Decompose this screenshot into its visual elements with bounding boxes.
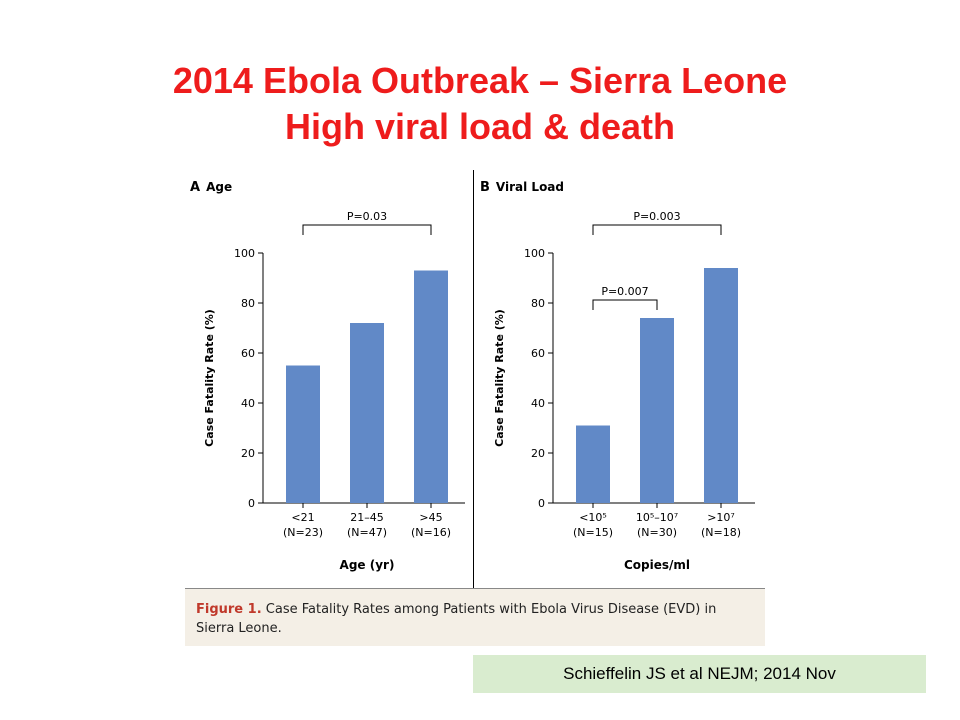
x-tick-label: <10⁵ — [579, 511, 607, 524]
x-tick-n-label: (N=18) — [701, 526, 741, 539]
x-tick-label: >45 — [419, 511, 442, 524]
age-chart: 0 20 40 60 80 100 Case Fatality Rate (%) <21 (N=… — [203, 210, 465, 572]
x-axis-label: Age (yr) — [340, 558, 395, 572]
panel-letter: A — [190, 180, 201, 195]
y-tick-label: 20 — [531, 447, 545, 460]
y-tick-label: 80 — [241, 297, 255, 310]
figure-caption: Figure 1. Case Fatality Rates among Pati… — [196, 600, 756, 638]
y-axis-label: Case Fatality Rate (%) — [203, 309, 216, 447]
y-tick-label: 80 — [531, 297, 545, 310]
x-tick-n-label: (N=23) — [283, 526, 323, 539]
bar — [286, 365, 320, 503]
panel-age: 0 20 40 60 80 100 Case Fatality Rate (%) <21 (N=… — [185, 170, 465, 588]
significance-bracket — [592, 224, 722, 235]
p-value-label: P=0.007 — [601, 285, 648, 298]
panel-label-b: B Viral Load — [480, 180, 564, 195]
p-value-label: P=0.03 — [347, 210, 387, 223]
viral-load-chart: 0 20 40 60 80 100 Case Fatality Rate (%) <10⁵ (N… — [493, 210, 755, 572]
y-tick-label: 60 — [241, 347, 255, 360]
panel-title: Viral Load — [495, 180, 564, 194]
slide-title-line2: High viral load & death — [284, 106, 676, 147]
figure-caption-label: Figure 1. — [196, 602, 262, 617]
citation: Schieffelin JS et al NEJM; 2014 Nov — [473, 655, 926, 693]
y-tick-label: 60 — [531, 347, 545, 360]
panel-title: Age — [206, 180, 233, 194]
y-tick-label: 0 — [248, 497, 255, 510]
panel-divider — [473, 170, 474, 588]
bar — [640, 318, 674, 503]
bar — [414, 270, 448, 503]
significance-bracket — [302, 224, 432, 235]
x-axis-label: Copies/ml — [624, 558, 690, 572]
p-value-label: P=0.003 — [633, 210, 680, 223]
bar — [704, 268, 738, 503]
bar — [576, 425, 610, 503]
figure-caption-text: Case Fatality Rates among Patients with … — [196, 602, 717, 636]
y-tick-label: 0 — [538, 497, 545, 510]
figure: 0 20 40 60 80 100 Case Fatality Rate (%) <21 (N=… — [185, 170, 765, 646]
y-tick-label: 100 — [234, 247, 255, 260]
y-tick-label: 40 — [241, 397, 255, 410]
panel-viral-load: 0 20 40 60 80 100 Case Fatality Rate (%) <10⁵ (N… — [475, 170, 755, 588]
slide-title-line1: 2014 Ebola Outbreak – Sierra Leone — [172, 60, 788, 101]
panel-label-a: A Age — [190, 180, 232, 195]
x-tick-label: <21 — [291, 511, 314, 524]
y-tick-label: 100 — [524, 247, 545, 260]
y-axis-label: Case Fatality Rate (%) — [493, 309, 506, 447]
x-tick-n-label: (N=47) — [347, 526, 387, 539]
x-tick-label: >10⁷ — [707, 511, 735, 524]
x-tick-label: 10⁵–10⁷ — [636, 511, 678, 524]
significance-bracket — [592, 299, 658, 310]
bar — [350, 323, 384, 503]
x-tick-label: 21–45 — [350, 511, 384, 524]
y-tick-label: 20 — [241, 447, 255, 460]
panel-letter: B — [480, 180, 490, 195]
x-tick-n-label: (N=16) — [411, 526, 451, 539]
x-tick-n-label: (N=30) — [637, 526, 677, 539]
figure-caption-box: Figure 1. Case Fatality Rates among Pati… — [185, 588, 765, 646]
x-tick-n-label: (N=15) — [573, 526, 613, 539]
y-tick-label: 40 — [531, 397, 545, 410]
slide-title: 2014 Ebola Outbreak – Sierra Leone High … — [0, 58, 960, 150]
